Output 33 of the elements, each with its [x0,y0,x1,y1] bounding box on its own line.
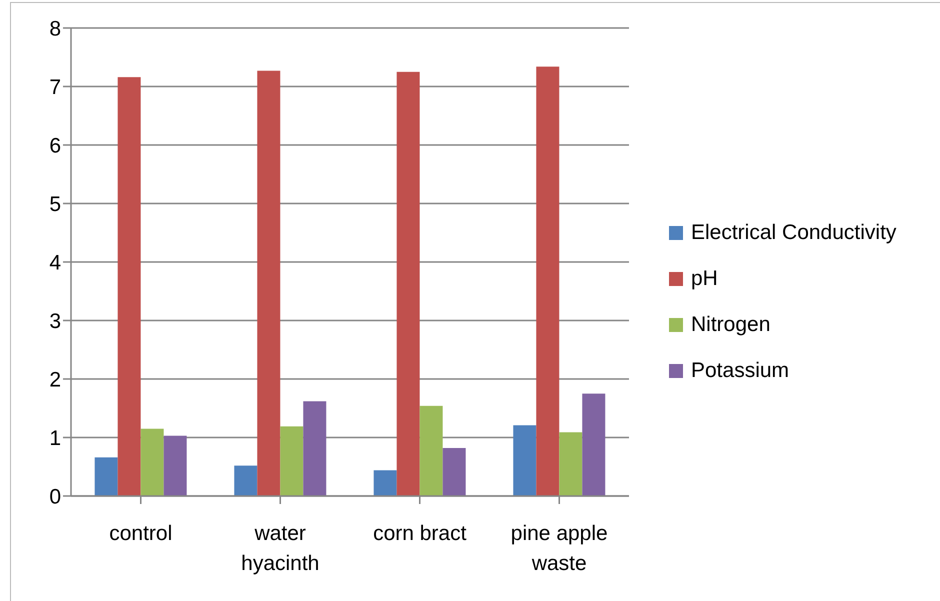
legend-label: Electrical Conductivity [691,220,896,246]
bar [164,436,187,496]
x-tick-label: corn bract [373,522,467,545]
y-tick-label: 5 [49,192,61,216]
bar [140,428,164,496]
bar [94,457,118,496]
bar [257,70,280,496]
bar [420,406,443,496]
bar [396,72,420,496]
y-tick-label: 7 [49,76,61,99]
x-tick-label: water hyacinth [241,522,320,575]
bar [582,394,606,496]
bar [374,470,397,496]
y-tick-label: 3 [49,310,61,333]
bar [513,425,536,496]
y-tick-label: 1 [49,426,61,450]
y-tick-label: 6 [49,134,61,158]
bar [559,432,582,496]
x-tick-label: pine apple waste [510,522,608,575]
legend-label: pH [691,266,718,292]
bar [536,66,560,496]
bar [234,466,258,496]
bar [303,401,326,496]
x-tick-label: control [109,522,172,545]
y-tick-label: 4 [49,251,62,274]
legend-label: Nitrogen [691,312,770,338]
bar [280,426,304,496]
y-tick-label: 0 [49,485,61,508]
y-tick-label: 2 [49,368,61,392]
bar [118,77,141,496]
legend-label: Potassium [691,358,790,384]
y-tick-label: 8 [49,17,61,40]
bar [442,448,466,496]
